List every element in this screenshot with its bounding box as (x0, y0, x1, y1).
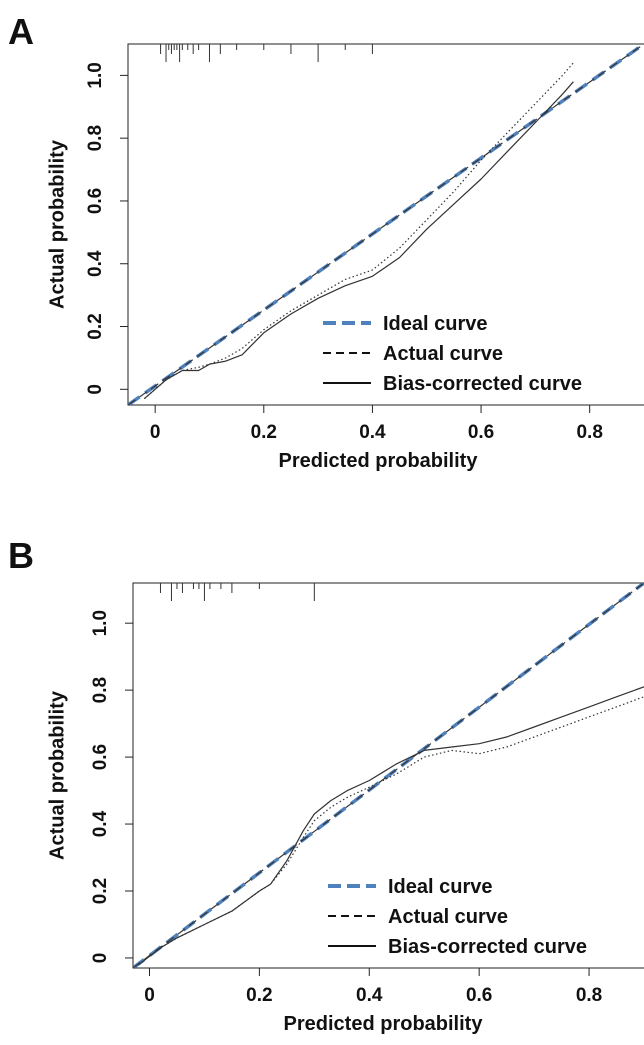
y-tick-label-b-1: 0.2 (90, 878, 111, 904)
x-axis-title-b: Predicted probability (284, 1013, 484, 1035)
legend-label-b-1: Actual curve (388, 906, 508, 928)
legend-label-b-0: Ideal curve (388, 876, 493, 898)
y-tick-label-b-0: 0 (90, 953, 111, 964)
y-axis-title-b: Actual probability (46, 690, 68, 860)
panel-letter-a: A (8, 11, 34, 52)
plot-area-b (133, 583, 644, 968)
series-actual-curve-a (128, 44, 644, 405)
y-tick-label-a-3: 0.6 (85, 188, 106, 214)
plot-area-a (128, 44, 644, 405)
panel-letter-b: B (8, 535, 34, 576)
y-tick-label-b-4: 0.8 (90, 677, 111, 703)
y-tick-label-b-5: 1.0 (90, 610, 111, 636)
x-tick-label-a-0: 0 (150, 422, 161, 443)
y-tick-label-b-3: 0.6 (90, 744, 111, 770)
x-tick-label-a-1: 0.2 (251, 422, 277, 443)
chart-panel-a: 0 0.2 0.4 0.6 0.8 0 0.2 0.4 0.6 0.8 1.0 Predicted p… (46, 43, 644, 472)
x-tick-label-b-2: 0.4 (356, 985, 383, 1006)
x-tick-label-a-2: 0.4 (359, 422, 386, 443)
legend-label-a-0: Ideal curve (383, 313, 488, 335)
y-tick-label-a-5: 1.0 (85, 62, 106, 88)
series-apparent-a (143, 62, 574, 400)
y-tick-label-a-0: 0 (85, 384, 106, 395)
y-axis-title-a: Actual probability (46, 139, 68, 309)
legend-label-b-2: Bias-corrected curve (388, 936, 587, 958)
x-axis-title-a: Predicted probability (279, 450, 479, 472)
series-bias-corrected-curve-b (138, 686, 644, 966)
chart-panel-b: 0 0.2 0.4 0.6 0.8 0 0.2 0.4 0.6 0.8 1.0 Predicted p… (46, 582, 644, 1035)
series-bias-corrected-curve-a (143, 81, 574, 400)
legend-label-a-1: Actual curve (383, 343, 503, 365)
x-tick-label-b-0: 0 (144, 985, 155, 1006)
series-actual-curve-b (133, 583, 644, 968)
x-tick-label-b-3: 0.6 (466, 985, 492, 1006)
x-tick-label-a-4: 0.8 (576, 422, 602, 443)
y-tick-label-b-2: 0.4 (90, 810, 111, 837)
y-tick-label-a-2: 0.4 (85, 250, 106, 277)
plot-frame-a (127, 43, 644, 406)
legend-label-a-2: Bias-corrected curve (383, 373, 582, 395)
y-tick-label-a-4: 0.8 (85, 125, 106, 151)
x-tick-label-b-1: 0.2 (246, 985, 272, 1006)
plot-frame-b (132, 582, 644, 969)
y-tick-label-a-1: 0.2 (85, 313, 106, 339)
series-apparent-b (138, 696, 644, 966)
x-tick-label-a-3: 0.6 (468, 422, 494, 443)
x-tick-label-b-4: 0.8 (576, 985, 602, 1006)
